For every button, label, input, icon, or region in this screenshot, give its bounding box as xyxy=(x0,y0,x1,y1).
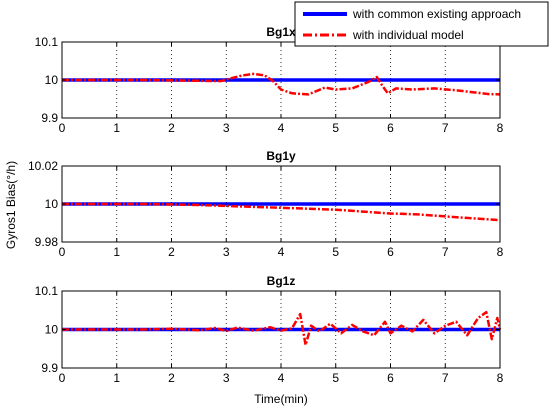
x-tick-label: 1 xyxy=(113,371,120,385)
series-individual-bg1z xyxy=(62,310,502,347)
grid-bg1x xyxy=(116,42,446,118)
x-tick-label: 0 xyxy=(59,121,66,135)
y-tick-label: 9.98 xyxy=(35,235,59,249)
x-tick-label: 8 xyxy=(497,245,504,259)
y-axis-label: Gyros1 Bias(°/h) xyxy=(4,161,18,249)
x-tick-label: 8 xyxy=(497,121,504,135)
panel-title-bg1y: Bg1y xyxy=(266,149,296,163)
series-bg1x xyxy=(62,72,501,96)
x-tick-label: 1 xyxy=(113,245,120,259)
y-tick-label: 10 xyxy=(45,73,59,87)
x-tick-label: 5 xyxy=(332,371,339,385)
x-tick-label: 3 xyxy=(223,371,230,385)
panel-title-bg1x: Bg1x xyxy=(266,25,296,39)
series-bg1z xyxy=(62,310,502,347)
x-tick-label: 3 xyxy=(223,121,230,135)
y-tick-label: 9.9 xyxy=(41,111,58,125)
x-tick-label: 0 xyxy=(59,245,66,259)
x-tick-label: 2 xyxy=(168,121,175,135)
series-individual-bg1y xyxy=(62,202,501,222)
x-tick-label: 8 xyxy=(497,371,504,385)
legend: with common existing approach with indiv… xyxy=(294,1,549,47)
x-tick-label: 6 xyxy=(387,371,394,385)
panel-bg1z: 0 1 2 3 4 5 6 7 8 9.9 10 10.1 Bg1z xyxy=(35,274,504,385)
panel-title-bg1z: Bg1z xyxy=(267,274,296,288)
y-tick-label: 10.1 xyxy=(35,284,59,298)
plot-border-bg1x xyxy=(61,41,501,119)
series-individual-bg1x xyxy=(62,72,501,96)
x-tick-label: 4 xyxy=(278,371,285,385)
x-tick-label: 5 xyxy=(332,121,339,135)
x-tick-label: 2 xyxy=(168,245,175,259)
x-axis-label: Time(min) xyxy=(254,392,308,406)
panel-bg1x: 0 1 2 3 4 5 6 7 8 9.9 10 10.1 Bg1x xyxy=(35,25,504,135)
y-tick-label: 10 xyxy=(45,197,59,211)
plot-border-bg1z xyxy=(61,290,501,369)
legend-label-common: with common existing approach xyxy=(352,7,521,21)
y-tick-label: 10.02 xyxy=(28,159,58,173)
legend-label-individual: with individual model xyxy=(352,28,464,42)
x-tick-label: 3 xyxy=(223,245,230,259)
x-tick-label: 7 xyxy=(442,245,449,259)
x-tick-label: 5 xyxy=(332,245,339,259)
legend-box xyxy=(294,1,549,47)
x-tick-label: 6 xyxy=(387,245,394,259)
y-tick-label: 10.1 xyxy=(35,35,59,49)
panel-bg1y: 0 1 2 3 4 5 6 7 8 9.98 10 10.02 Bg1y xyxy=(28,149,504,259)
grid-bg1y xyxy=(116,166,446,242)
x-tick-label: 0 xyxy=(59,371,66,385)
x-tick-label: 4 xyxy=(278,121,285,135)
x-tick-label: 6 xyxy=(387,121,394,135)
y-tick-label: 10 xyxy=(45,323,59,337)
plot-border-bg1y xyxy=(61,165,501,243)
x-tick-label: 7 xyxy=(442,121,449,135)
x-tick-label: 7 xyxy=(442,371,449,385)
y-tick-label: 9.9 xyxy=(41,361,58,375)
x-tick-label: 4 xyxy=(278,245,285,259)
x-tick-label: 2 xyxy=(168,371,175,385)
series-bg1y xyxy=(62,202,501,222)
grid-bg1z xyxy=(116,291,446,368)
x-tick-label: 1 xyxy=(113,121,120,135)
